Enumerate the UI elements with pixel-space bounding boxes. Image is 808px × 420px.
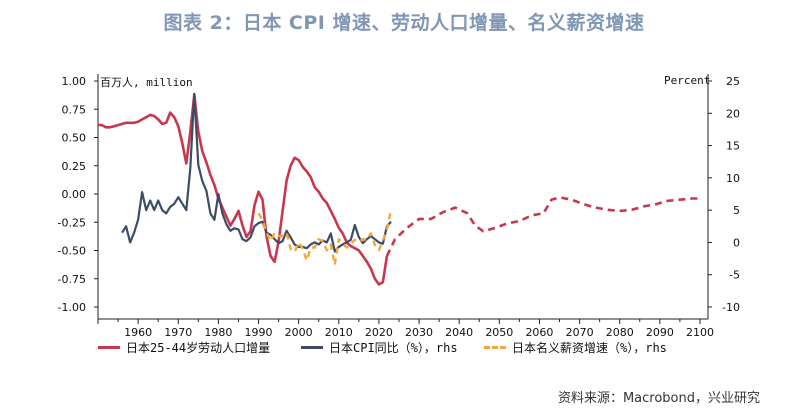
left-tick-label: 1.00 — [62, 75, 87, 88]
x-tick-label: 2010 — [325, 326, 353, 339]
right-tick-label: 15 — [726, 140, 740, 153]
chart-ticks: 1.00 0.75 0.50 0.25 0.00 -0.25 -0.50 -0.75 -1.00… — [58, 75, 740, 339]
legend-label: 日本CPI同比（%），rhs — [329, 340, 458, 355]
right-tick-label: -10 — [722, 301, 740, 314]
x-tick-label: 2020 — [365, 326, 393, 339]
x-tick-label: 2060 — [525, 326, 553, 339]
x-tick-label: 1960 — [124, 326, 152, 339]
right-tick-label: 5 — [733, 204, 740, 217]
chart-axes — [97, 74, 709, 320]
x-tick-label: 2050 — [485, 326, 513, 339]
legend-swatch — [98, 345, 120, 349]
source-note: 资料来源：Macrobond，兴业研究 — [557, 391, 760, 406]
left-tick-label: 0.75 — [62, 103, 87, 116]
legend-label: 日本名义薪资增速（%），rhs — [512, 340, 667, 355]
x-tick-label: 2100 — [686, 326, 714, 339]
left-tick-label: -0.75 — [58, 273, 86, 286]
x-tick-label: 2040 — [445, 326, 473, 339]
x-tick-label: 2090 — [646, 326, 674, 339]
x-tick-label: 1990 — [245, 326, 273, 339]
right-tick-label: -5 — [729, 269, 740, 282]
legend-swatch — [484, 345, 506, 349]
chart-legend: 日本25-44岁劳动人口增量 日本CPI同比（%），rhs 日本名义薪资增速（%… — [98, 338, 738, 358]
right-axis-unit: Percent — [664, 74, 711, 87]
legend-item-wage: 日本名义薪资增速（%），rhs — [484, 338, 667, 356]
left-tick-label: 0.25 — [62, 160, 87, 173]
right-tick-label: 20 — [726, 107, 740, 120]
x-tick-label: 2000 — [285, 326, 313, 339]
series-line-2 — [121, 92, 392, 253]
left-tick-label: -1.00 — [58, 301, 86, 314]
left-tick-label: -0.50 — [58, 245, 86, 258]
legend-label: 日本25-44岁劳动人口增量 — [126, 340, 271, 355]
x-tick-label: 2070 — [566, 326, 594, 339]
legend-item-labor: 日本25-44岁劳动人口增量 — [98, 338, 270, 356]
legend-item-cpi: 日本CPI同比（%），rhs — [301, 338, 458, 356]
left-tick-label: -0.25 — [58, 216, 86, 229]
left-tick-label: 0.00 — [62, 188, 87, 201]
right-tick-label: 0 — [733, 236, 740, 249]
x-tick-label: 2030 — [405, 326, 433, 339]
left-axis-unit: 百万人, million — [100, 76, 193, 89]
right-tick-label: 25 — [726, 75, 740, 88]
series-line-1 — [385, 196, 700, 257]
x-tick-label: 1970 — [164, 326, 192, 339]
x-tick-label: 2080 — [606, 326, 634, 339]
x-tick-label: 1980 — [204, 326, 232, 339]
left-tick-label: 0.50 — [62, 132, 87, 145]
chart-title: 图表 2：日本 CPI 增速、劳动人口增量、名义薪资增速 — [163, 12, 645, 34]
series-line-0 — [98, 93, 389, 286]
legend-swatch — [301, 345, 323, 349]
series-line-3 — [257, 209, 393, 267]
right-tick-label: 10 — [726, 172, 740, 185]
chart-series — [98, 92, 700, 286]
